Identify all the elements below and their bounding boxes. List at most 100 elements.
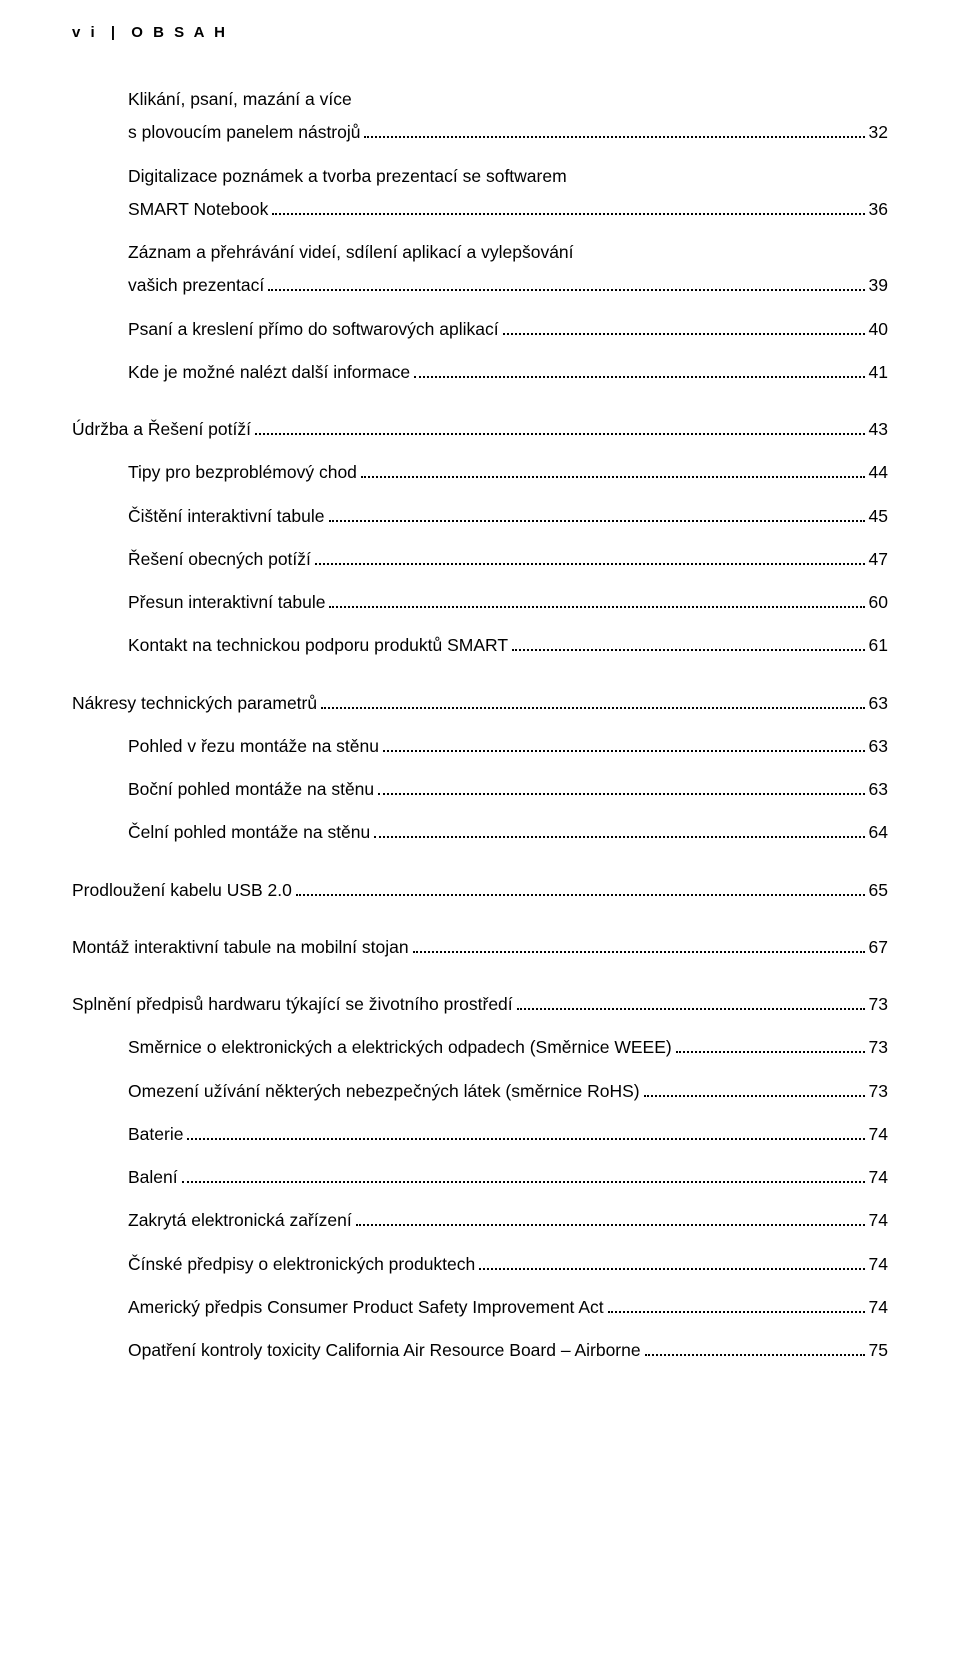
- toc-label: SMART Notebook: [128, 193, 268, 226]
- toc-entry: Řešení obecných potíží 47: [72, 543, 888, 576]
- toc-leader-dots: [383, 738, 865, 752]
- toc-label: Balení: [128, 1161, 178, 1194]
- page-header: v i | O B S A H: [72, 24, 888, 41]
- toc-leader-dots: [676, 1039, 865, 1053]
- toc-label: Prodloužení kabelu USB 2.0: [72, 874, 292, 907]
- toc-label: Kontakt na technickou podporu produktů S…: [128, 629, 508, 662]
- toc-page-number: 39: [869, 269, 888, 302]
- toc-label: Klikání, psaní, mazání a více: [128, 83, 352, 116]
- toc-label: Čištění interaktivní tabule: [128, 500, 325, 533]
- toc-label: Boční pohled montáže na stěnu: [128, 773, 374, 806]
- header-title: O B S A H: [131, 24, 228, 41]
- header-roman: v i: [72, 24, 98, 41]
- toc-entry: Kontakt na technickou podporu produktů S…: [72, 629, 888, 662]
- toc-page-number: 43: [869, 413, 888, 446]
- toc-entry: Americký předpis Consumer Product Safety…: [72, 1291, 888, 1324]
- toc-label: Opatření kontroly toxicity California Ai…: [128, 1334, 641, 1367]
- toc-label: Tipy pro bezproblémový chod: [128, 456, 357, 489]
- toc-page-number: 73: [869, 1031, 888, 1064]
- toc-label: Kde je možné nalézt další informace: [128, 356, 410, 389]
- toc-page-number: 74: [869, 1204, 888, 1237]
- toc-entry: Nákresy technických parametrů 63: [72, 687, 888, 720]
- toc-entry: Baterie74: [72, 1118, 888, 1151]
- toc-page-number: 44: [869, 456, 888, 489]
- toc-page-number: 75: [869, 1334, 888, 1367]
- toc-label: Digitalizace poznámek a tvorba prezentac…: [128, 160, 567, 193]
- toc-leader-dots: [378, 781, 864, 795]
- toc-page-number: 73: [869, 988, 888, 1021]
- toc-entry: Zakrytá elektronická zařízení74: [72, 1204, 888, 1237]
- toc-leader-dots: [329, 594, 864, 608]
- toc-label: Montáž interaktivní tabule na mobilní st…: [72, 931, 409, 964]
- toc-leader-dots: [479, 1256, 864, 1270]
- toc-leader-dots: [356, 1212, 865, 1226]
- toc-entry: Přesun interaktivní tabule 60: [72, 586, 888, 619]
- toc-entry: Směrnice o elektronických a elektrických…: [72, 1031, 888, 1064]
- toc-page-number: 60: [869, 586, 888, 619]
- toc-entry: Údržba a Řešení potíží 43: [72, 413, 888, 446]
- toc-label: Přesun interaktivní tabule: [128, 586, 325, 619]
- toc-entry: Prodloužení kabelu USB 2.0 65: [72, 874, 888, 907]
- toc-leader-dots: [608, 1299, 865, 1313]
- toc-page-number: 47: [869, 543, 888, 576]
- toc-leader-dots: [268, 277, 864, 291]
- toc-label: Psaní a kreslení přímo do softwarových a…: [128, 313, 499, 346]
- toc-page-number: 32: [869, 116, 888, 149]
- toc-entry: Balení 74: [72, 1161, 888, 1194]
- toc-label: s plovoucím panelem nástrojů: [128, 116, 360, 149]
- toc-leader-dots: [296, 882, 865, 896]
- toc-entry: Boční pohled montáže na stěnu63: [72, 773, 888, 806]
- toc-entry: Záznam a přehrávání videí, sdílení aplik…: [72, 236, 888, 269]
- toc-entry: Kde je možné nalézt další informace 41: [72, 356, 888, 389]
- toc-entry: Splnění předpisů hardwaru týkající se ži…: [72, 988, 888, 1021]
- toc-page-number: 74: [869, 1118, 888, 1151]
- toc-leader-dots: [364, 124, 864, 138]
- toc-page-number: 65: [869, 874, 888, 907]
- toc-leader-dots: [329, 508, 865, 522]
- toc-entry: s plovoucím panelem nástrojů 32: [72, 116, 888, 149]
- toc-leader-dots: [255, 421, 865, 435]
- toc-leader-dots: [645, 1342, 865, 1356]
- toc-leader-dots: [414, 364, 864, 378]
- toc-entry: Čínské předpisy o elektronických produkt…: [72, 1248, 888, 1281]
- toc-page-number: 40: [869, 313, 888, 346]
- toc-label: Nákresy technických parametrů: [72, 687, 317, 720]
- toc-page-number: 63: [869, 687, 888, 720]
- toc-page-number: 64: [869, 816, 888, 849]
- toc-entry: Čištění interaktivní tabule 45: [72, 500, 888, 533]
- toc-page-number: 45: [869, 500, 888, 533]
- toc-leader-dots: [517, 996, 865, 1010]
- toc-page-number: 74: [869, 1291, 888, 1324]
- toc-label: Řešení obecných potíží: [128, 543, 311, 576]
- toc-entry: Čelní pohled montáže na stěnu 64: [72, 816, 888, 849]
- toc-label: vašich prezentací: [128, 269, 264, 302]
- toc-leader-dots: [644, 1083, 865, 1097]
- toc-entry: Psaní a kreslení přímo do softwarových a…: [72, 313, 888, 346]
- toc-leader-dots: [321, 695, 864, 709]
- toc-label: Směrnice o elektronických a elektrických…: [128, 1031, 672, 1064]
- toc-page-number: 36: [869, 193, 888, 226]
- toc-leader-dots: [182, 1169, 865, 1183]
- toc-leader-dots: [413, 939, 865, 953]
- toc-label: Omezení užívání některých nebezpečných l…: [128, 1075, 640, 1108]
- toc-label: Údržba a Řešení potíží: [72, 413, 251, 446]
- toc-label: Čelní pohled montáže na stěnu: [128, 816, 370, 849]
- toc-entry: Klikání, psaní, mazání a více: [72, 83, 888, 116]
- toc-label: Čínské předpisy o elektronických produkt…: [128, 1248, 475, 1281]
- toc-leader-dots: [503, 321, 865, 335]
- toc-leader-dots: [374, 824, 864, 838]
- toc-label: Pohled v řezu montáže na stěnu: [128, 730, 379, 763]
- toc-entry: Digitalizace poznámek a tvorba prezentac…: [72, 160, 888, 193]
- toc-label: Splnění předpisů hardwaru týkající se ži…: [72, 988, 513, 1021]
- toc-label: Americký předpis Consumer Product Safety…: [128, 1291, 604, 1324]
- toc-page-number: 74: [869, 1248, 888, 1281]
- toc-entry: SMART Notebook 36: [72, 193, 888, 226]
- toc-page-number: 41: [869, 356, 888, 389]
- toc-leader-dots: [361, 464, 865, 478]
- toc-label: Záznam a přehrávání videí, sdílení aplik…: [128, 236, 574, 269]
- toc-leader-dots: [512, 637, 864, 651]
- toc-page-number: 61: [869, 629, 888, 662]
- toc-leader-dots: [272, 201, 864, 215]
- toc-page-number: 74: [869, 1161, 888, 1194]
- table-of-contents: Klikání, psaní, mazání a víces plovoucím…: [72, 83, 888, 1367]
